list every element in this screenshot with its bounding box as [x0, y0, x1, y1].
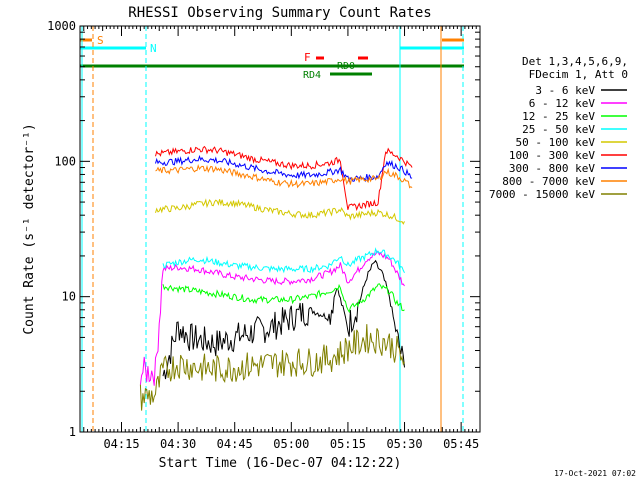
saa-flag-label: S	[97, 34, 104, 47]
legend-label: 6 - 12 keV	[529, 97, 596, 110]
series-line-4	[155, 198, 405, 225]
legend-header-line: FDecim 1, Att 0	[529, 68, 628, 81]
time-marker-lines	[81, 26, 464, 432]
x-axis-label: Start Time (16-Dec-07 04:12:22)	[159, 456, 402, 471]
y-axis: 1 10 100 1000	[47, 19, 480, 439]
legend-label: 300 - 800 keV	[509, 162, 595, 175]
series-line-3	[162, 247, 405, 274]
footer-timestamp: 17-Oct-2021 07:02	[554, 469, 636, 478]
night-flag-label: N	[150, 42, 157, 55]
y-tick-label: 1	[69, 425, 76, 439]
legend-label: 100 - 300 keV	[509, 149, 595, 162]
y-axis-label: Count Rate (s⁻¹ detector⁻¹)	[22, 123, 37, 334]
series-line-2	[162, 283, 405, 314]
y-tick-label: 100	[54, 154, 76, 168]
legend-header-line: Det 1,3,4,5,6,9,	[522, 55, 628, 68]
x-tick-label: 05:45	[443, 437, 479, 451]
x-tick-label: 05:30	[386, 437, 422, 451]
rd0-flag-label: RD0	[337, 61, 355, 72]
series-line-5	[155, 145, 413, 212]
flare-flag-label: F	[304, 51, 311, 64]
legend-label: 800 - 7000 keV	[502, 175, 595, 188]
series-line-8	[139, 324, 405, 411]
x-tick-label: 05:00	[273, 437, 309, 451]
legend-label: 25 - 50 keV	[522, 123, 595, 136]
x-tick-label: 05:15	[330, 437, 366, 451]
series-line-6	[155, 154, 413, 183]
x-tick-label: 04:30	[160, 437, 196, 451]
legend-label: 3 - 6 keV	[535, 84, 595, 97]
legend-label: 50 - 100 keV	[516, 136, 596, 149]
series-line-1	[139, 250, 405, 386]
x-axis: 04:15 04:30 04:45 05:00 05:15 05:30 05:45	[83, 26, 479, 451]
x-tick-label: 04:45	[217, 437, 253, 451]
series-layer	[139, 145, 413, 411]
legend: Det 1,3,4,5,6,9,FDecim 1, Att 0 3 - 6 keV…	[489, 55, 628, 201]
y-tick-label: 10	[62, 290, 76, 304]
legend-label: 12 - 25 keV	[522, 110, 595, 123]
legend-label: 7000 - 15000 keV	[489, 188, 595, 201]
rd4-flag-label: RD4	[303, 70, 321, 81]
y-tick-label: 1000	[47, 19, 76, 33]
series-line-0	[162, 259, 405, 380]
chart-title: RHESSI Observing Summary Count Rates	[128, 5, 431, 21]
x-tick-label: 04:15	[103, 437, 139, 451]
series-line-7	[155, 164, 413, 189]
